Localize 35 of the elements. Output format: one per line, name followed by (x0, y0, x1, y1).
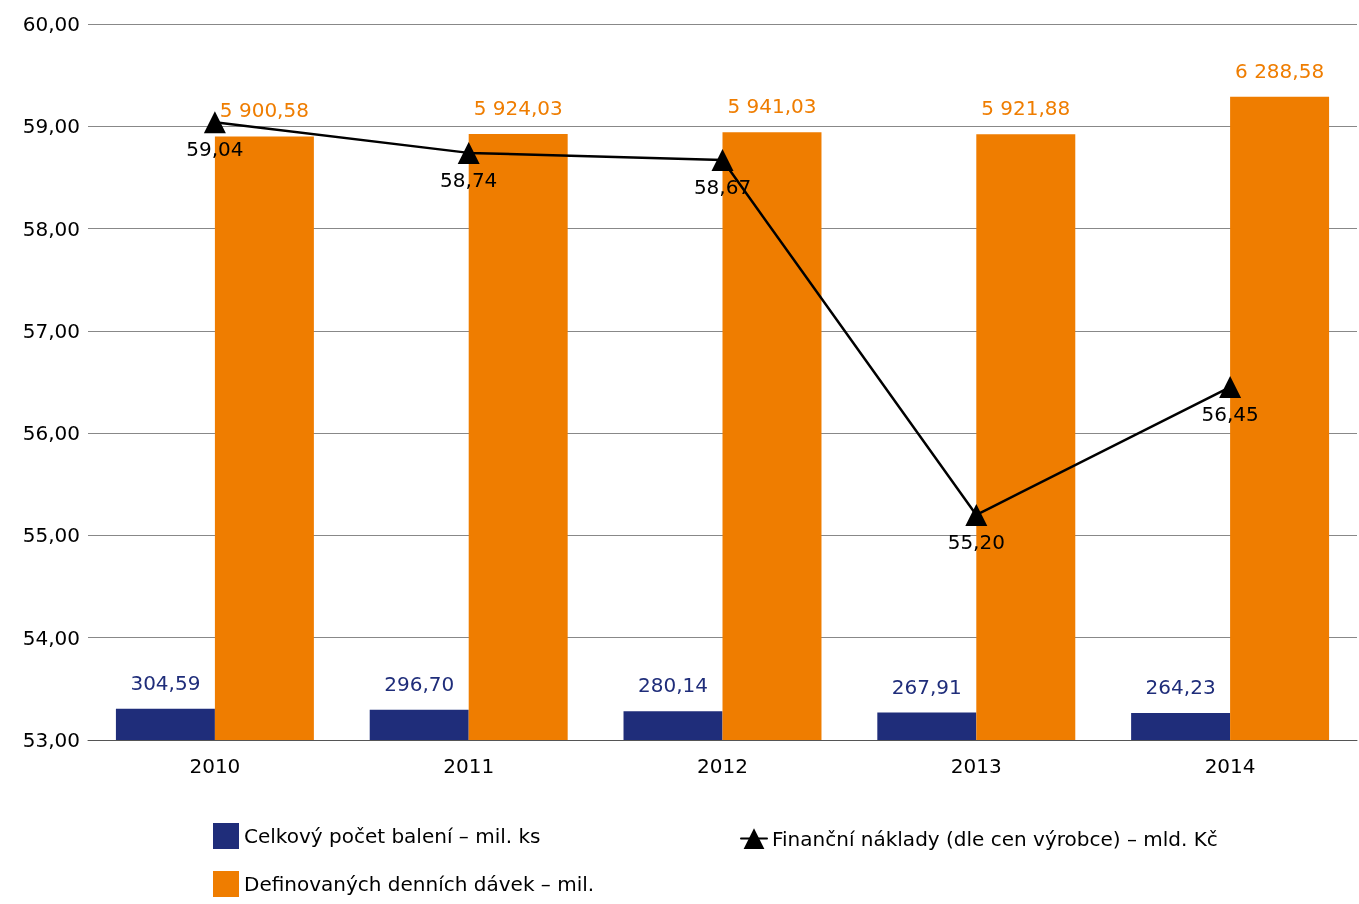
y-tick-label: 55,00 (22, 523, 80, 548)
point (965, 503, 988, 526)
data-label: 267,91 (891, 674, 962, 699)
data-label: 5 941,03 (727, 94, 817, 119)
legend-label: Definovaných denních dávek – mil. (244, 872, 595, 896)
data-label: 5 900,58 (219, 98, 309, 123)
y-tick-label: 58,00 (22, 216, 80, 241)
bar (1131, 712, 1231, 740)
x-tick-label: 2010 (189, 754, 241, 778)
legend-label: Celkový počet balení – mil. ks (244, 824, 541, 848)
bar (877, 712, 977, 740)
y-tick-label: 59,00 (22, 114, 80, 139)
bar (369, 709, 469, 740)
point (1219, 376, 1242, 399)
bar (623, 711, 723, 740)
data-label: 280,14 (638, 673, 708, 698)
y-tick-label: 56,00 (22, 421, 80, 446)
bar (115, 708, 215, 740)
point (457, 141, 480, 164)
point (711, 149, 734, 172)
x-tick-label: 2014 (1204, 754, 1256, 778)
x-tick-label: 2011 (443, 754, 495, 778)
data-label: 5 921,88 (981, 96, 1071, 121)
data-label: 296,70 (384, 671, 455, 696)
x-tick-label: 2013 (950, 754, 1002, 778)
y-tick-label: 54,00 (22, 625, 80, 650)
data-label: 6 288,58 (1235, 58, 1325, 83)
data-label: 264,23 (1145, 674, 1216, 699)
data-label: 5 924,03 (473, 96, 563, 121)
y-tick-label: 57,00 (22, 318, 80, 343)
data-label: 304,59 (130, 670, 201, 695)
x-tick-label: 2012 (697, 754, 748, 778)
y-tick-label: 53,00 (22, 728, 80, 752)
legend-label: Finanční náklady (dle cen výrobce) – mld. Kč (772, 826, 1218, 851)
y-tick-label: 60,00 (22, 12, 80, 36)
